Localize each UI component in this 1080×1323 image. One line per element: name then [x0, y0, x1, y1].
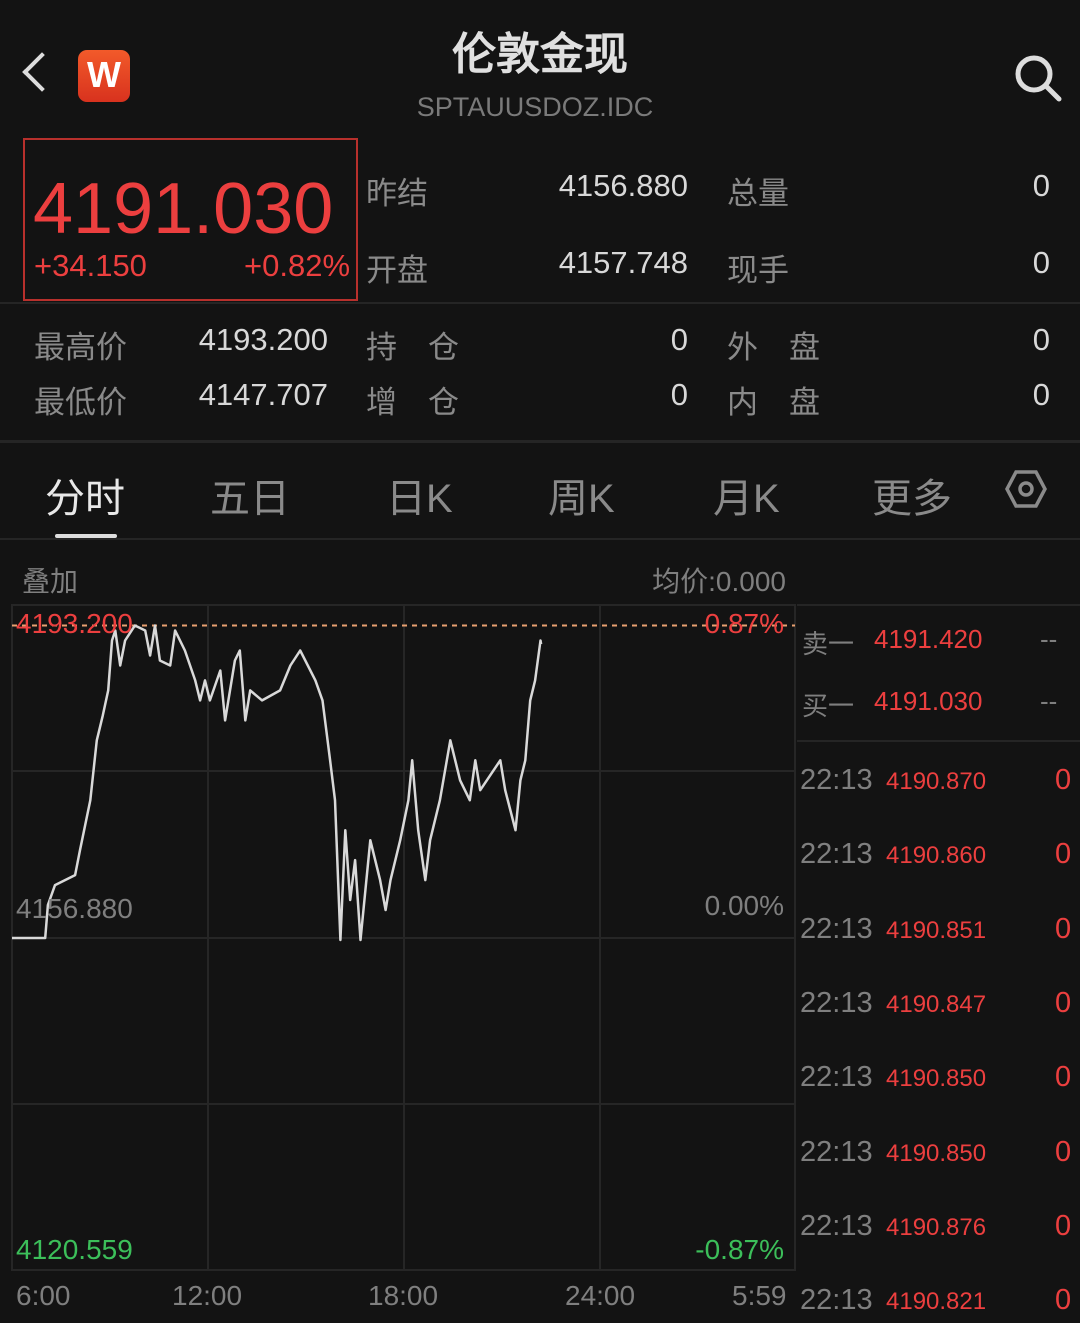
- tick-price: 4190.850: [886, 1065, 987, 1093]
- tab-weekly-k[interactable]: 周K: [548, 477, 615, 521]
- tick-volume: 0: [1055, 838, 1072, 871]
- bid-price: 4191.030: [874, 686, 983, 716]
- tick-time: 22:13: [800, 764, 873, 796]
- y-label-bottom: 4120.559: [16, 1234, 133, 1265]
- x-tick: 6:00: [16, 1280, 71, 1311]
- hexagon-settings-icon[interactable]: [1005, 468, 1047, 510]
- stat-value: 4147.707: [198, 377, 328, 412]
- tick-time: 22:13: [800, 1135, 873, 1168]
- stat-value: 0: [670, 322, 688, 357]
- stat-label: 内 盘: [727, 385, 820, 420]
- page-title: 伦敦金现: [452, 30, 628, 79]
- tick-price: 4190.847: [886, 990, 987, 1018]
- tick-price: 4190.870: [886, 768, 987, 795]
- stat-value: 4157.748: [558, 245, 688, 280]
- y-label-top-pct: 0.87%: [704, 608, 784, 639]
- x-tick: 12:00: [172, 1280, 243, 1311]
- tick-volume: 0: [1055, 1135, 1072, 1168]
- divider: [0, 440, 1080, 443]
- overlay-button[interactable]: 叠加: [22, 566, 79, 597]
- tab-monthly-k[interactable]: 月K: [713, 477, 780, 521]
- stat-value: 0: [670, 377, 688, 412]
- stat-value: 0: [1032, 168, 1050, 203]
- tick-time: 22:13: [800, 838, 873, 871]
- tick-price: 4190.850: [886, 1139, 987, 1167]
- tick-volume: 0: [1055, 912, 1072, 945]
- stat-label: 现手: [727, 253, 789, 288]
- price-change: +34.150: [34, 248, 147, 283]
- search-icon[interactable]: [1012, 52, 1064, 104]
- y-label-top: 4193.200: [16, 608, 133, 639]
- divider: [0, 302, 1080, 304]
- stat-value: 0: [1032, 322, 1050, 357]
- stat-value: 4193.200: [198, 322, 328, 357]
- ask-price: 4191.420: [874, 624, 983, 654]
- y-label-bottom-pct: -0.87%: [695, 1234, 784, 1265]
- tick-time: 22:13: [800, 1209, 873, 1242]
- price-line: [12, 624, 543, 942]
- current-price: 4191.030: [33, 169, 334, 249]
- divider: [797, 740, 1080, 742]
- stat-label: 最低价: [34, 385, 127, 420]
- price-box: [23, 138, 358, 301]
- bid-volume: --: [1040, 686, 1058, 716]
- tick-price: 4190.860: [886, 842, 987, 870]
- divider: [0, 538, 1080, 540]
- stat-value: 4156.880: [558, 168, 688, 203]
- y-label-mid-pct: 0.00%: [704, 890, 784, 921]
- x-tick: 24:00: [565, 1280, 636, 1311]
- tick-time: 22:13: [800, 1061, 873, 1094]
- tick-volume: 0: [1055, 986, 1072, 1019]
- tick-price: 4190.851: [886, 916, 987, 944]
- intraday-chart[interactable]: [0, 600, 800, 1323]
- active-tab-indicator: [55, 534, 117, 538]
- tick-time: 22:13: [800, 912, 873, 945]
- tick-volume: 0: [1055, 1284, 1072, 1317]
- tick-volume: 0: [1055, 1209, 1072, 1242]
- stat-value: 0: [1032, 377, 1050, 412]
- avg-price: 均价:0.000: [652, 566, 786, 597]
- tab-five-day[interactable]: 五日: [210, 477, 290, 521]
- y-label-mid: 4156.880: [16, 893, 133, 924]
- tick-time: 22:13: [800, 1284, 873, 1317]
- tick-volume: 0: [1055, 764, 1072, 796]
- tab-more[interactable]: 更多: [872, 477, 952, 521]
- tab-intraday[interactable]: 分时: [45, 477, 125, 521]
- stat-label: 昨结: [366, 176, 428, 211]
- symbol-code: SPTAUUSDOZ.IDC: [416, 92, 654, 122]
- x-tick: 18:00: [368, 1280, 439, 1311]
- bid-label: 买一: [802, 691, 855, 721]
- ask-label: 卖一: [802, 629, 855, 659]
- stat-label: 外 盘: [727, 330, 820, 365]
- divider: [797, 604, 1080, 606]
- stat-value: 0: [1032, 245, 1050, 280]
- app-logo: W: [78, 50, 130, 102]
- tick-price: 4190.876: [886, 1213, 987, 1241]
- stat-label: 最高价: [34, 330, 127, 365]
- stat-label: 增 仓: [366, 385, 459, 420]
- stat-label: 持 仓: [366, 330, 459, 365]
- x-tick: 5:59: [732, 1280, 787, 1311]
- stat-label: 总量: [727, 176, 789, 211]
- tick-time: 22:13: [800, 986, 873, 1019]
- tick-price: 4190.821: [886, 1288, 987, 1316]
- tab-daily-k[interactable]: 日K: [386, 477, 453, 521]
- stat-label: 开盘: [366, 253, 428, 288]
- price-change-pct: +0.82%: [244, 248, 351, 283]
- ask-volume: --: [1040, 624, 1058, 654]
- tick-volume: 0: [1055, 1061, 1072, 1094]
